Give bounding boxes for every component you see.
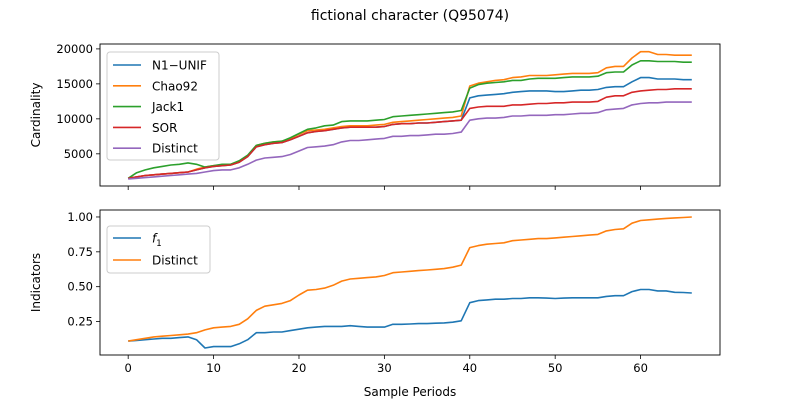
plot-frame (99, 209, 721, 356)
x-tick-label: 10 (206, 361, 221, 375)
indicators-subplot: 0 10 20 30 40 50 60 0.25 0.50 0.75 1.00 Indicators f… (29, 209, 721, 375)
x-tick-label: 0 (125, 361, 132, 375)
legend-label: Distinct (152, 254, 198, 268)
legend-label: f1 (152, 232, 162, 250)
y-tick-label: 0.50 (67, 280, 93, 294)
series-line (128, 216, 692, 342)
y-tick-label: 15000 (56, 77, 93, 91)
legend-label: Jack1 (151, 100, 184, 114)
legend-label: Chao92 (152, 79, 198, 93)
x-tick-label: 40 (462, 361, 477, 375)
y-tick-label: 0.75 (67, 245, 93, 259)
legend-label: Distinct (152, 142, 198, 156)
y-axis-label: Cardinality (29, 83, 43, 148)
legend: f1 Distinct (106, 225, 211, 274)
x-tick-label: 30 (377, 361, 392, 375)
series-line (128, 288, 692, 349)
y-tick-label: 10000 (56, 112, 93, 126)
figure-title: fictional character (Q95074) (311, 8, 509, 24)
series-line (127, 59, 692, 179)
y-tick-label: 0.25 (67, 315, 93, 329)
x-tick-label: 60 (633, 361, 648, 375)
plot-frame (99, 43, 721, 187)
x-tick-label: 50 (548, 361, 563, 375)
series-line (128, 88, 692, 180)
y-tick-label: 1.00 (67, 210, 93, 224)
legend: N1−UNIF Chao92 Jack1 SOR Distinct (106, 51, 220, 161)
cardinality-subplot: 5000 10000 15000 20000 Cardinality N1−UNIF Cha… (29, 42, 721, 190)
legend-box (106, 51, 220, 161)
y-tick-label: 5000 (64, 147, 93, 161)
y-axis-label: Indicators (29, 253, 43, 312)
series-line (128, 101, 692, 180)
x-tick-label: 20 (292, 361, 307, 375)
y-tick-label: 20000 (56, 42, 93, 56)
legend-label: N1−UNIF (152, 59, 207, 73)
legend-label: SOR (152, 121, 177, 135)
x-axis-label: Sample Periods (364, 385, 456, 399)
